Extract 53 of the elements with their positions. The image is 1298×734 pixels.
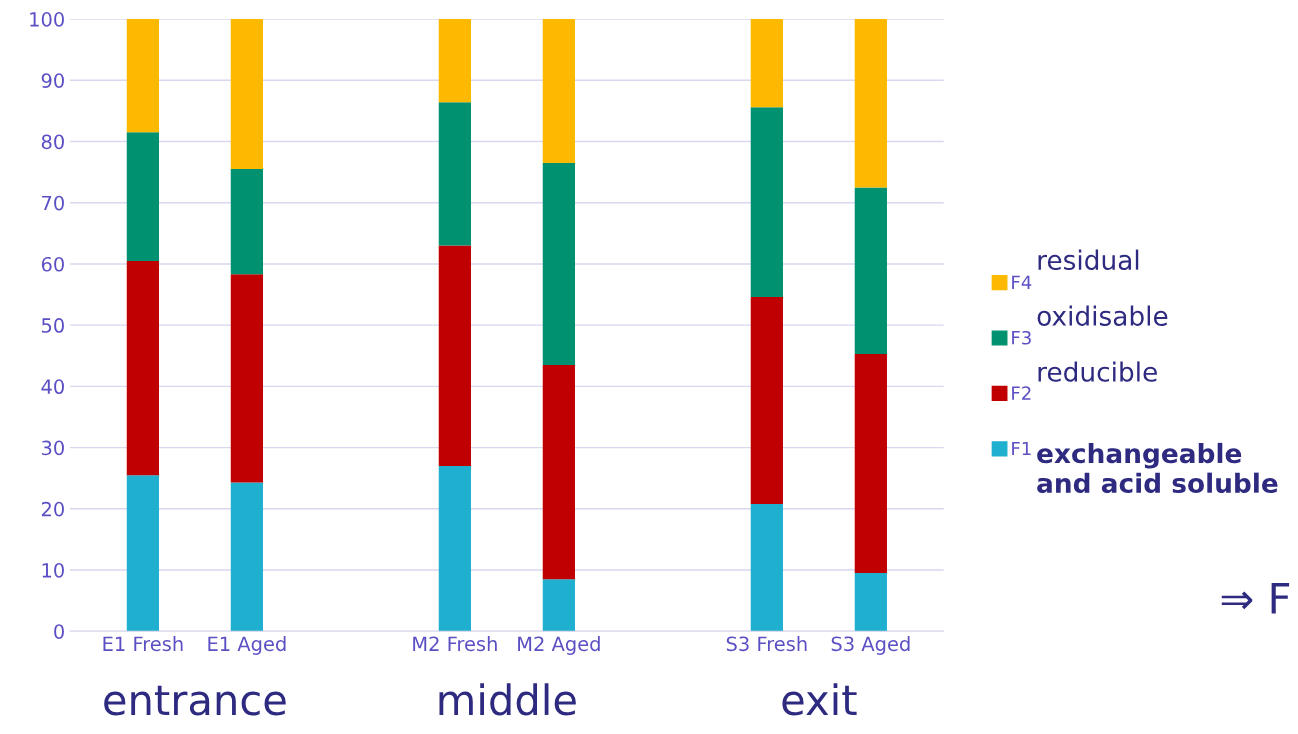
bar [126,19,160,133]
x-tick-label: S3 Aged [831,636,910,655]
bar [230,19,263,170]
x-tick-label: M2 Fresh [413,636,497,652]
bar [126,260,160,476]
y-tick-label: 80 [41,134,64,150]
x-tick-label: S3 Fresh [726,636,807,652]
bar [542,19,575,163]
bar [854,573,887,632]
y-tick-label: 10 [42,562,64,578]
bar [438,245,471,466]
bar [126,475,160,632]
legend-label: F1 [1012,441,1031,456]
text: middle [439,683,576,716]
x-tick-label: E1 Fresh [103,636,183,652]
bar [750,107,783,297]
text: ⇒ F [1221,583,1290,614]
text: oxidisable [1037,305,1168,326]
text: exchangeable and acid soluble [1037,442,1278,494]
y-tick-label: 40 [41,379,64,395]
bar [854,187,887,354]
legend-label: F3 [1012,330,1031,345]
bar [438,19,471,103]
legend-label: F2 [1012,386,1031,400]
bar [438,465,471,632]
y-tick-label: 60 [41,256,64,272]
y-tick-label: 100 [30,12,64,27]
text: entrance [104,685,286,716]
bar [750,297,783,504]
bar [126,132,160,261]
bar [854,19,887,188]
bar [542,162,575,365]
bar [230,169,263,275]
bar [750,503,783,632]
text: exit [782,683,857,716]
y-tick-label: 90 [41,73,64,88]
bar [230,482,263,632]
y-tick-label: 50 [41,318,64,333]
y-tick-label: 20 [41,501,64,517]
legend-label: F4 [1012,275,1032,289]
bar [230,274,263,483]
y-tick-label: 70 [42,195,64,211]
x-tick-label: E1 Aged [208,636,286,655]
bar [542,364,575,580]
text: reducible [1038,361,1157,382]
y-tick-label: 30 [41,440,64,456]
x-tick-label: M2 Aged [518,636,600,655]
y-tick-label: 0 [54,624,64,639]
bar [750,19,783,108]
text: residual [1038,249,1139,271]
bar [438,102,471,246]
bar [542,579,575,632]
bar [854,353,887,574]
